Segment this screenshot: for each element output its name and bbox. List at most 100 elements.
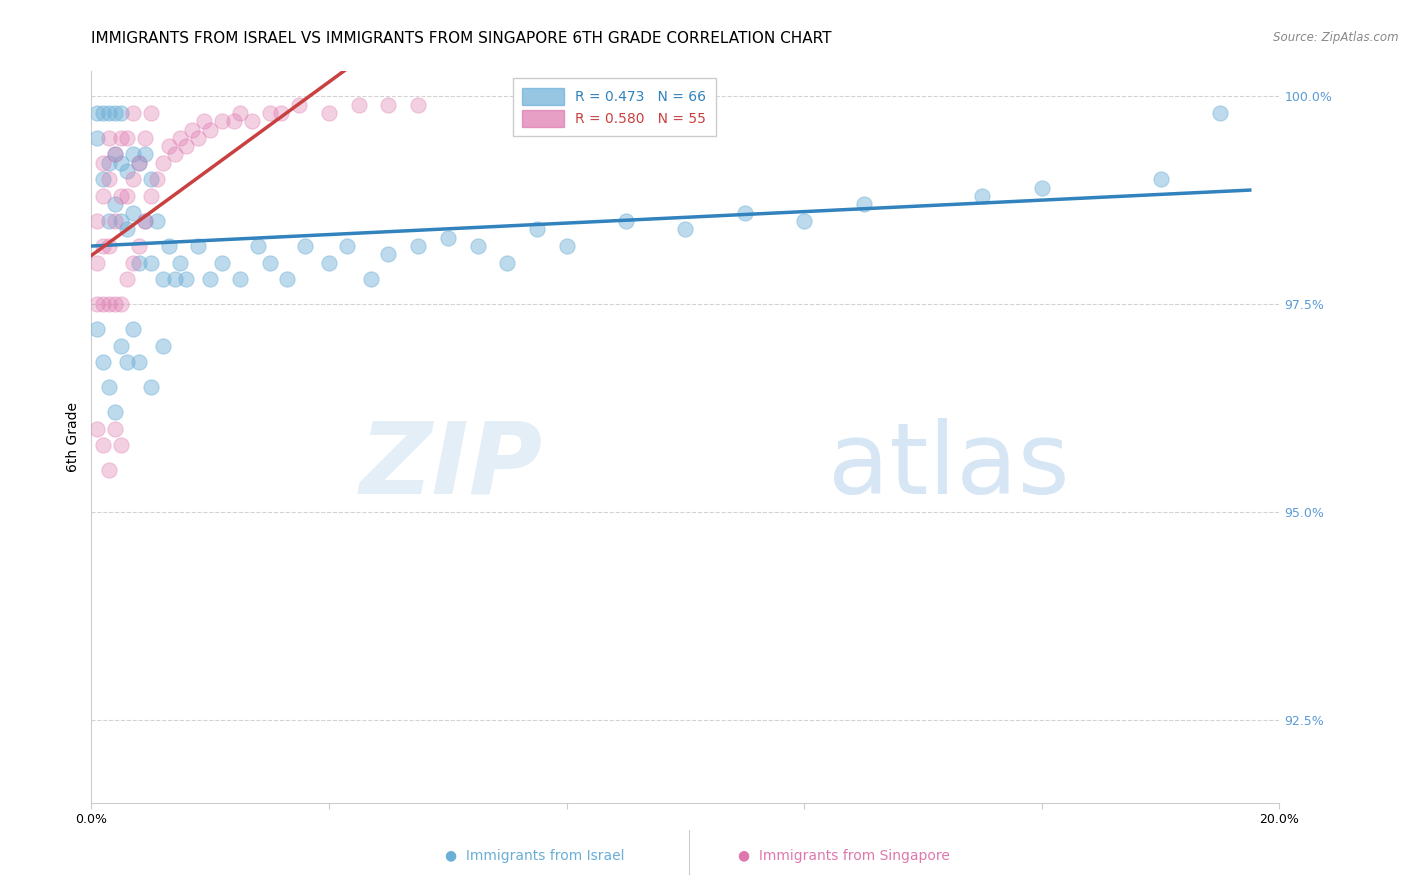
Point [270,106,292,120]
Point [176,139,198,153]
Point [115,222,138,236]
Point [169,255,191,269]
Point [86,131,108,145]
Text: Source: ZipAtlas.com: Source: ZipAtlas.com [1274,31,1399,45]
Point [145,172,167,186]
Point [122,205,145,219]
Point [157,139,180,153]
Point [128,155,150,169]
Point [104,214,127,228]
Point [169,131,191,145]
Point [122,255,145,269]
Point [122,322,145,336]
Text: atlas: atlas [828,417,1070,515]
Point [110,297,132,311]
Point [288,97,311,112]
Point [134,214,156,228]
Point [86,322,108,336]
Point [200,122,222,136]
Text: IMMIGRANTS FROM ISRAEL VS IMMIGRANTS FROM SINGAPORE 6TH GRADE CORRELATION CHART: IMMIGRANTS FROM ISRAEL VS IMMIGRANTS FRO… [91,31,832,46]
Point [229,106,252,120]
Point [91,438,114,452]
Point [139,189,162,203]
Point [139,380,162,394]
Point [86,214,108,228]
Point [104,422,127,436]
Point [86,255,108,269]
Point [91,106,114,120]
Point [134,147,156,161]
Point [122,172,145,186]
Point [86,422,108,436]
Point [110,155,132,169]
Point [128,239,150,253]
Point [98,155,121,169]
Text: ZIP: ZIP [360,417,543,515]
Point [115,189,138,203]
Legend: R = 0.473   N = 66, R = 0.580   N = 55: R = 0.473 N = 66, R = 0.580 N = 55 [513,78,716,136]
Point [187,239,209,253]
Point [972,189,994,203]
Point [614,214,637,228]
Point [98,239,121,253]
Text: ●  Immigrants from Singapore: ● Immigrants from Singapore [738,849,949,863]
Point [104,297,127,311]
Point [163,147,186,161]
Point [110,189,132,203]
Point [128,255,150,269]
Point [163,272,186,286]
Point [176,272,198,286]
Point [139,172,162,186]
Point [377,97,399,112]
Point [406,97,429,112]
Point [134,131,156,145]
Point [240,114,263,128]
Point [347,97,370,112]
Point [110,131,132,145]
Point [259,106,281,120]
Point [406,239,429,253]
Point [104,197,127,211]
Point [211,114,233,128]
Point [793,214,815,228]
Point [98,106,121,120]
Point [104,147,127,161]
Point [110,214,132,228]
Point [115,272,138,286]
Point [1031,180,1053,194]
Point [115,355,138,369]
Point [145,214,167,228]
Point [115,131,138,145]
Point [91,239,114,253]
Point [187,131,209,145]
Point [98,172,121,186]
Point [318,255,340,269]
Point [98,131,121,145]
Y-axis label: 6th Grade: 6th Grade [66,402,80,472]
Point [734,205,756,219]
Point [294,239,316,253]
Point [98,214,121,228]
Point [128,355,150,369]
Point [200,272,222,286]
Point [467,239,489,253]
Point [139,106,162,120]
Point [526,222,548,236]
Point [152,272,174,286]
Point [673,222,696,236]
Point [1209,106,1232,120]
Point [377,247,399,261]
Point [139,255,162,269]
Point [91,155,114,169]
Point [122,106,145,120]
Point [152,339,174,353]
Point [86,106,108,120]
Point [98,463,121,477]
Point [496,255,519,269]
Point [91,172,114,186]
Point [222,114,245,128]
Point [91,297,114,311]
Point [91,355,114,369]
Point [336,239,359,253]
Point [152,155,174,169]
